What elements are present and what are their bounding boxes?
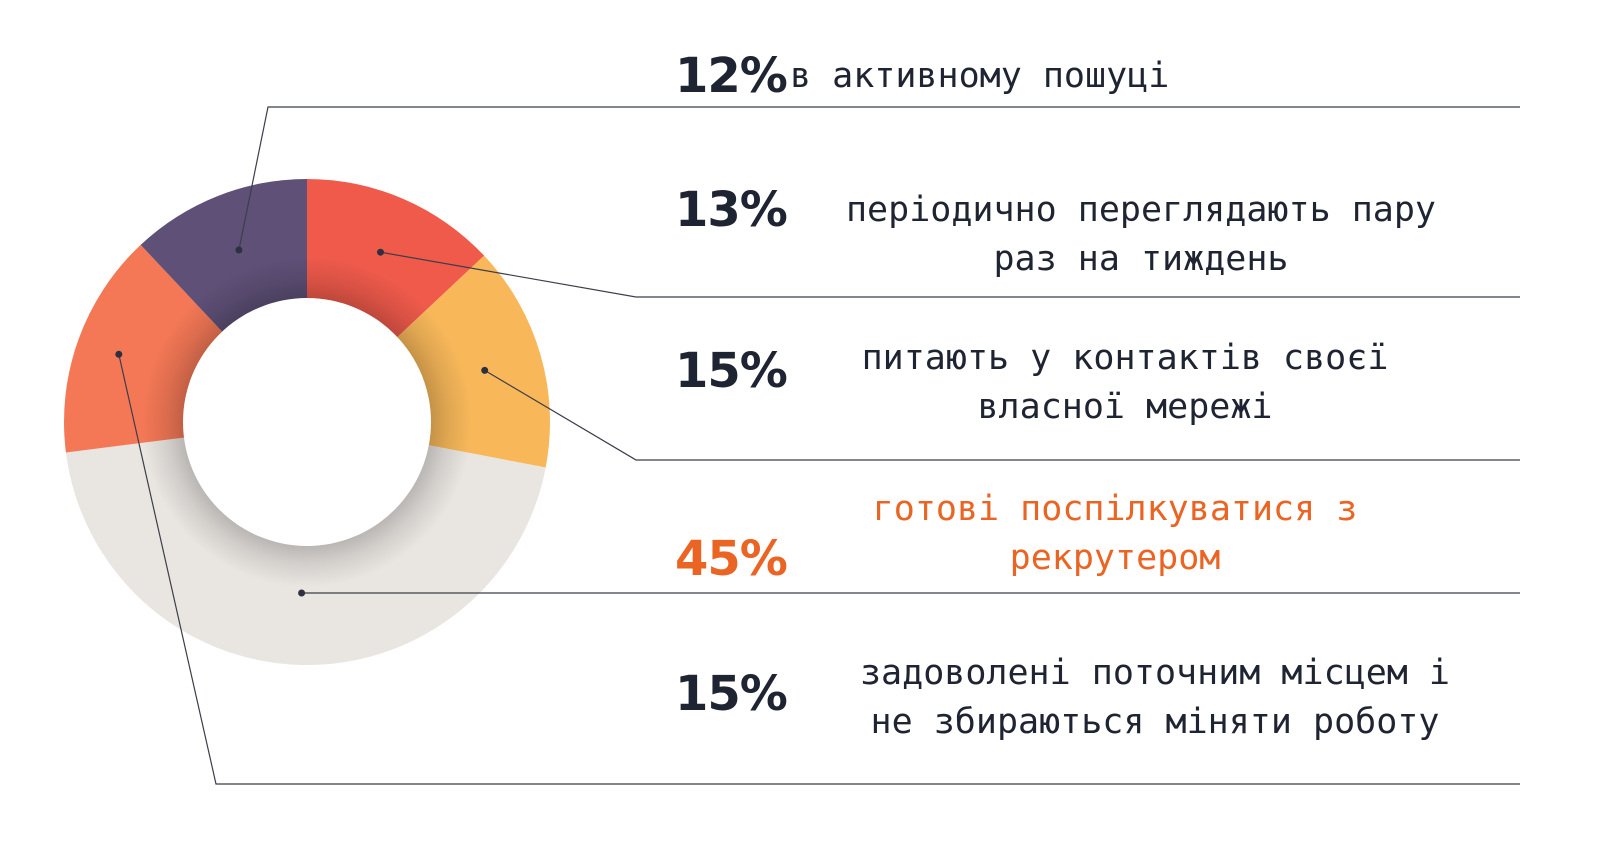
category-label-2-line-1: власної мережі [977,387,1272,427]
category-label-3-line-0: готові поспілкуватися з [873,489,1358,529]
leader-line-1 [380,251,1520,298]
value-label-2: 15% [675,343,787,399]
value-label-3: 45% [675,531,787,587]
value-label-1: 13% [675,182,787,238]
category-label-2-line-0: питають у контактів своєї [862,338,1389,378]
leader-dot-3 [298,589,306,597]
category-label-3-line-1: рекрутером [1010,538,1221,578]
value-label-4: 15% [675,666,787,722]
leader-line-2 [484,369,1520,461]
leader-dot-4 [115,350,123,358]
leader-dot-2 [481,366,489,374]
leader-line-0 [238,106,1520,251]
value-label-0: 12% [675,48,787,104]
leader-dot-0 [235,246,243,254]
category-label-0-line-0: в активному пошуці [790,56,1169,96]
category-label-1-line-1: раз на тиждень [993,239,1288,279]
category-label-4-line-0: задоволені поточним місцем і [860,653,1450,693]
leader-dot-1 [377,248,384,256]
category-label-4-line-1: не збираються міняти роботу [871,702,1440,742]
donut-hole [183,298,431,546]
category-label-1-line-0: періодично переглядають пару [846,190,1436,230]
leader-line-4 [118,354,1520,785]
